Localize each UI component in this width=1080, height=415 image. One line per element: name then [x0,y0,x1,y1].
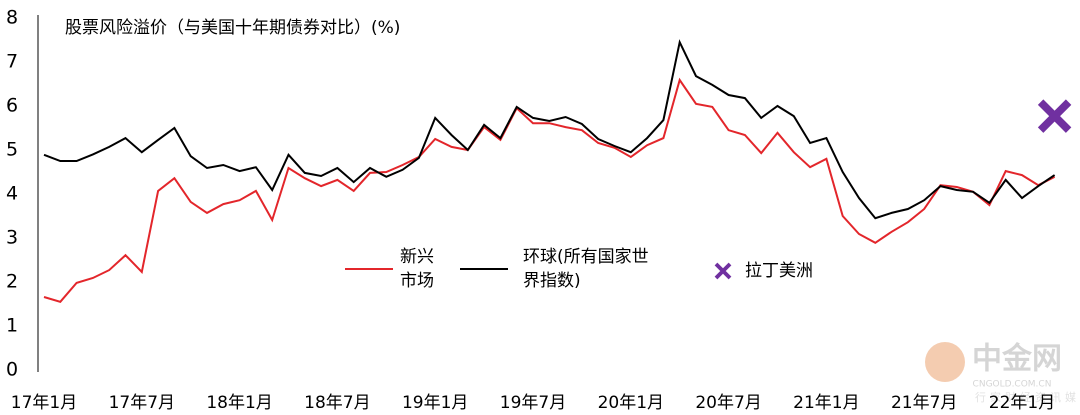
y-tick-label: 6 [6,95,18,117]
x-tick-label: 21年7月 [891,393,957,413]
x-tick-label: 19年7月 [500,393,566,413]
x-tick-label: 22年1月 [989,393,1055,413]
y-tick-label: 1 [6,315,18,337]
watermark-brand: 中金网 [972,342,1062,377]
watermark: 中金网 CNGOLD.COM.CN 行家财经资讯媒体 [925,342,1080,404]
y-tick-label: 7 [6,51,18,73]
y-tick-label: 0 [6,359,18,381]
x-tick-label: 19年1月 [402,393,468,413]
watermark-tagline: 行家财经资讯媒体 [975,390,1080,404]
x-tick-label: 18年7月 [304,393,370,413]
x-tick-label: 17年7月 [109,393,175,413]
watermark-logo [925,342,965,382]
watermark-url: CNGOLD.COM.CN [973,380,1052,390]
legend-label: 环球(所有国家世界指数) [523,247,649,291]
y-tick-label: 4 [6,183,18,205]
x-tick-label: 17年1月 [11,393,77,413]
y-tick-label: 5 [6,139,18,161]
x-tick-label: 20年7月 [695,393,761,413]
chart-title: 股票风险溢价（与美国十年期债券对比）(%) [65,18,400,38]
x-tick-label: 21年1月 [793,393,859,413]
y-tick-label: 2 [6,271,18,293]
legend-marker [714,262,732,280]
y-tick-label: 3 [6,227,18,249]
series-line [43,77,1056,303]
legend-label: 拉丁美洲 [745,261,813,281]
x-tick-label: 20年1月 [598,393,664,413]
marker [1037,99,1072,133]
legend-label: 新兴市场 [400,247,434,291]
y-tick-label: 8 [6,7,18,29]
series-line [43,39,1056,220]
x-tick-label: 18年1月 [206,393,272,413]
